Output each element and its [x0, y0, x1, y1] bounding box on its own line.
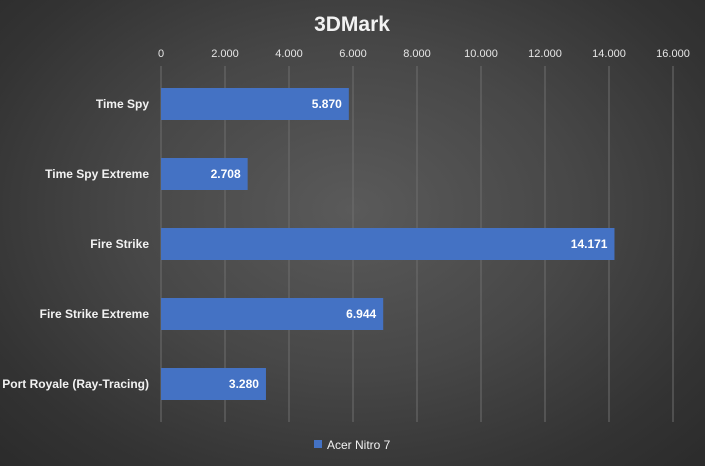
data-labels: 5.870 2.708 14.171 6.944 3.280 — [211, 97, 608, 391]
bar — [161, 88, 349, 120]
bar — [161, 368, 266, 400]
x-tick-label: 4.000 — [275, 48, 303, 60]
x-tick-label: 6.000 — [339, 48, 367, 60]
x-tick-label: 0 — [158, 48, 164, 60]
data-label: 5.870 — [312, 97, 342, 111]
bar — [161, 228, 615, 260]
legend-label: Acer Nitro 7 — [327, 438, 391, 452]
data-label: 14.171 — [571, 237, 608, 251]
bar — [161, 158, 248, 190]
data-label: 2.708 — [211, 167, 241, 181]
data-label: 3.280 — [229, 377, 259, 391]
category-label: Time Spy — [96, 97, 149, 111]
data-label: 6.944 — [346, 307, 376, 321]
bar — [161, 298, 384, 330]
x-tick-label: 10.000 — [464, 48, 498, 60]
x-tick-label: 14.000 — [592, 48, 626, 60]
x-tick-label: 2.000 — [211, 48, 239, 60]
category-label: Fire Strike — [90, 237, 149, 251]
legend: Acer Nitro 7 — [314, 438, 391, 452]
category-label: Port Royale (Ray-Tracing) — [2, 377, 149, 391]
chart-title: 3DMark — [314, 13, 390, 36]
x-tick-label: 12.000 — [528, 48, 562, 60]
legend-swatch — [314, 440, 322, 448]
x-tick-label: 16.000 — [656, 48, 690, 60]
category-label: Fire Strike Extreme — [40, 307, 150, 321]
x-tick-label: 8.000 — [403, 48, 431, 60]
category-labels: Time Spy Time Spy Extreme Fire Strike Fire … — [2, 97, 149, 391]
category-label: Time Spy Extreme — [45, 167, 149, 181]
x-axis-ticks: 0 2.000 4.000 6.000 8.000 10.000 12.000 14.000 1… — [158, 48, 690, 60]
bars — [161, 88, 615, 400]
